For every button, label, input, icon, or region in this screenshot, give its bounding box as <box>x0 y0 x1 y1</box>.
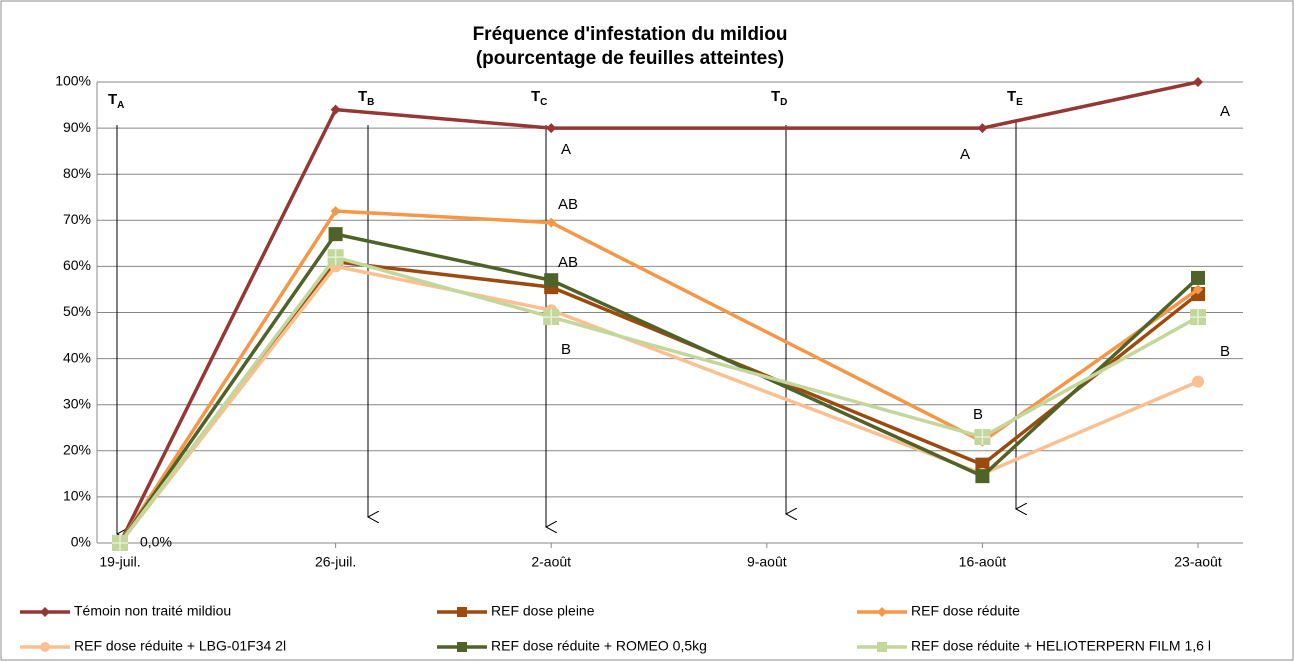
treatment-sub: E <box>1016 97 1023 108</box>
point <box>328 227 343 242</box>
point <box>975 469 990 484</box>
chart-title: (pourcentage de feuilles atteintes) <box>476 48 784 69</box>
x-tick-label: 2-août <box>531 554 571 570</box>
legend-marker <box>877 642 887 652</box>
point <box>1193 284 1203 295</box>
annotation: B <box>1220 343 1230 360</box>
point-cross <box>327 249 344 266</box>
legend-label: REF dose réduite + LBG-01F34 2l <box>74 638 286 654</box>
treatment-label: TE <box>1007 88 1023 108</box>
y-tick-label: 80% <box>63 165 91 181</box>
point <box>1192 375 1204 388</box>
legend-marker <box>457 642 467 652</box>
annotation: B <box>973 406 983 423</box>
treatment-letter: T <box>531 88 540 105</box>
point <box>1191 270 1205 285</box>
y-tick-label: 40% <box>63 349 91 365</box>
y-tick-label: 90% <box>63 119 91 135</box>
point <box>330 206 341 217</box>
y-tick-label: 10% <box>63 488 91 504</box>
treatment-sub: D <box>780 97 787 108</box>
legend-label: REF dose réduite + HELIOTERPERN FILM 1,6… <box>911 638 1211 654</box>
legend-marker <box>40 642 50 652</box>
annotation: AB <box>558 254 578 271</box>
treatment-letter: T <box>358 88 367 105</box>
annotation: A <box>561 141 571 158</box>
point <box>544 273 559 288</box>
y-tick-label: 50% <box>63 303 91 319</box>
treatment-sub: C <box>540 97 547 108</box>
point <box>975 457 990 472</box>
x-tick-label: 19-juil. <box>99 554 140 570</box>
x-tick-label: 16-août <box>959 554 1007 570</box>
y-tick-label: 70% <box>63 211 91 227</box>
legend-label: Témoin non traité mildiou <box>74 603 231 619</box>
annotation: A <box>1220 103 1230 120</box>
legend-label: REF dose réduite + ROMEO 0,5kg <box>491 638 707 654</box>
point <box>330 104 341 115</box>
chart-title: Fréquence d'infestation du mildiou <box>473 24 788 45</box>
point-cross <box>543 309 560 326</box>
treatment-label: TB <box>358 88 374 108</box>
legend-label: REF dose pleine <box>491 603 595 619</box>
data-label: 0,0% <box>140 534 172 550</box>
point <box>546 217 557 228</box>
y-tick-label: 60% <box>63 257 91 273</box>
treatment-label: TA <box>108 91 124 111</box>
treatment-letter: T <box>108 91 117 108</box>
legend-marker <box>40 607 50 617</box>
treatment-sub: A <box>117 100 124 111</box>
x-tick-label: 26-juil. <box>315 554 356 570</box>
point-cross <box>1190 309 1206 326</box>
treatment-letter: T <box>771 88 780 105</box>
x-tick-label: 9-août <box>747 554 787 570</box>
legend-marker <box>877 607 887 617</box>
y-tick-label: 0% <box>71 534 91 550</box>
point-cross <box>974 428 991 445</box>
y-tick-label: 100% <box>55 73 91 89</box>
treatment-label: TC <box>531 88 547 108</box>
y-tick-label: 30% <box>63 395 91 411</box>
point-cross <box>112 535 128 551</box>
treatment-label: TD <box>771 88 787 108</box>
annotation: A <box>960 146 970 163</box>
annotation: AB <box>558 196 578 213</box>
point <box>1193 77 1203 87</box>
point <box>546 123 557 134</box>
legend-marker <box>457 607 467 617</box>
x-tick-label: 23-août <box>1174 554 1222 570</box>
legend-label: REF dose réduite <box>911 603 1020 619</box>
point <box>977 123 988 134</box>
annotation: B <box>561 341 571 358</box>
y-tick-label: 20% <box>63 442 91 458</box>
treatment-sub: B <box>367 97 374 108</box>
treatment-letter: T <box>1007 88 1016 105</box>
